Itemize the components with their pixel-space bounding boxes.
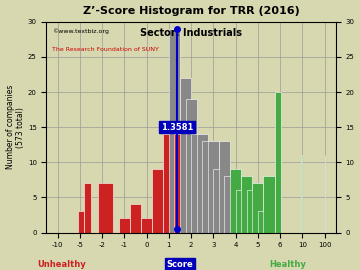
Y-axis label: Number of companies
(573 total): Number of companies (573 total) <box>5 85 25 169</box>
Text: Score: Score <box>167 260 193 269</box>
Text: ©www.textbiz.org: ©www.textbiz.org <box>52 28 109 34</box>
Bar <box>235 190 247 232</box>
Bar <box>202 141 213 232</box>
Bar <box>141 218 152 232</box>
Bar <box>197 134 208 232</box>
Bar <box>264 176 275 232</box>
Bar <box>241 176 252 232</box>
Bar <box>180 78 191 232</box>
Bar <box>252 183 264 232</box>
Bar <box>213 169 225 232</box>
Text: Healthy: Healthy <box>270 260 306 269</box>
Bar <box>185 99 197 232</box>
Bar <box>152 169 163 232</box>
Bar <box>219 141 230 232</box>
Bar <box>24 190 46 232</box>
Bar <box>191 134 202 232</box>
Text: Sector: Industrials: Sector: Industrials <box>140 28 242 38</box>
Bar <box>84 183 91 232</box>
Bar <box>78 211 84 232</box>
Bar <box>225 176 235 232</box>
Bar <box>169 29 180 232</box>
Text: 1.3581: 1.3581 <box>161 123 193 132</box>
Bar <box>275 92 282 232</box>
Bar <box>208 141 219 232</box>
Bar <box>230 169 241 232</box>
Bar <box>247 190 258 232</box>
Bar <box>301 155 302 232</box>
Bar <box>258 211 269 232</box>
Text: The Research Foundation of SUNY: The Research Foundation of SUNY <box>52 47 159 52</box>
Bar <box>98 183 113 232</box>
Bar <box>163 134 174 232</box>
Title: Z’-Score Histogram for TRR (2016): Z’-Score Histogram for TRR (2016) <box>83 5 300 15</box>
Bar <box>119 218 130 232</box>
Bar <box>130 204 141 232</box>
Bar <box>174 134 185 232</box>
Text: Unhealthy: Unhealthy <box>37 260 86 269</box>
